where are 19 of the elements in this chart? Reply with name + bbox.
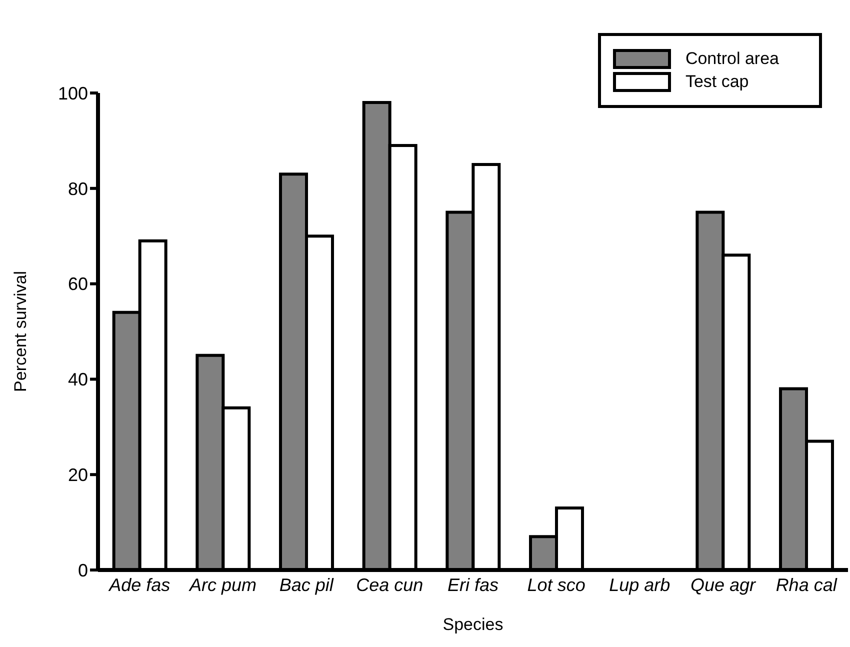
y-tick-label: 60 bbox=[68, 274, 88, 294]
x-tick-label: Arc pum bbox=[188, 574, 257, 595]
x-axis-title: Species bbox=[442, 615, 504, 634]
x-tick-label: Rha cal bbox=[776, 574, 838, 595]
x-tick-label: Ade fas bbox=[108, 574, 170, 595]
y-tick-label: 40 bbox=[68, 370, 88, 390]
x-tick-label: Cea cun bbox=[356, 574, 424, 595]
x-tick-label: Que agr bbox=[690, 574, 757, 595]
x-tick-label: Bac pil bbox=[279, 574, 334, 595]
y-axis-title: Percent survival bbox=[11, 271, 30, 392]
x-tick-label: Eri fas bbox=[447, 574, 499, 595]
legend-label: Test cap bbox=[685, 72, 749, 92]
y-tick-label: 100 bbox=[58, 83, 88, 104]
y-tick-label: 20 bbox=[68, 464, 88, 485]
x-tick-label: Lot sco bbox=[527, 574, 586, 595]
x-tick-label: Lup arb bbox=[609, 574, 670, 595]
legend-label: Control area bbox=[685, 49, 779, 69]
y-tick-label: 0 bbox=[78, 560, 88, 580]
y-tick-label: 80 bbox=[68, 178, 88, 199]
